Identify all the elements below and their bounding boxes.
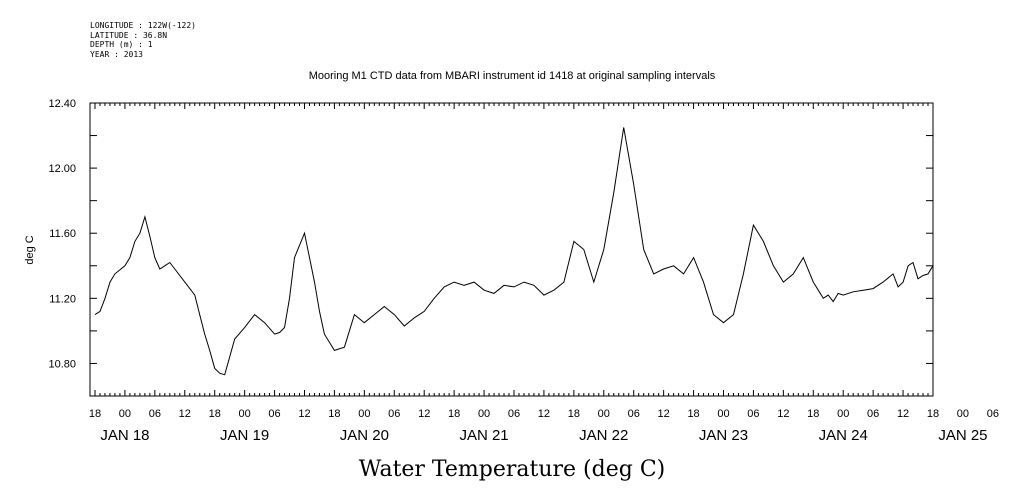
x-day-label: JAN 21 xyxy=(459,427,508,444)
y-axis-label: deg C xyxy=(24,235,36,264)
x-hour-label: 00 xyxy=(119,408,131,420)
x-hour-label: 12 xyxy=(418,408,430,420)
x-day-label: JAN 20 xyxy=(340,427,389,444)
x-hour-label: 18 xyxy=(89,408,101,420)
x-hour-label: 18 xyxy=(209,408,221,420)
x-hour-label: 18 xyxy=(448,408,460,420)
x-day-label: JAN 25 xyxy=(938,427,987,444)
x-axis-label: Water Temperature (deg C) xyxy=(359,457,666,482)
x-hour-label: 00 xyxy=(598,408,610,420)
x-day-label: JAN 19 xyxy=(220,427,269,444)
y-tick-labels: 12.40 12.00 11.60 11.20 10.80 xyxy=(48,98,76,370)
chart-title: Mooring M1 CTD data from MBARI instrumen… xyxy=(309,70,716,82)
x-hour-label: 18 xyxy=(687,408,699,420)
x-hour-label: 12 xyxy=(777,408,789,420)
x-hour-label: 00 xyxy=(957,408,969,420)
y-tick-label: 11.20 xyxy=(49,293,76,305)
x-hour-label: 06 xyxy=(388,408,400,420)
x-hour-label: 06 xyxy=(508,408,520,420)
day-labels: JAN 18 JAN 19 JAN 20 JAN 21 JAN 22 JAN 23 JAN … xyxy=(100,427,987,444)
x-hour-label: 00 xyxy=(478,408,490,420)
x-day-label: JAN 22 xyxy=(579,427,628,444)
axis-ticks xyxy=(89,102,934,397)
x-hour-label: 18 xyxy=(927,408,939,420)
x-day-label: JAN 23 xyxy=(699,427,748,444)
depth-label: DEPTH (m) : 1 xyxy=(90,40,153,49)
water-temperature-line xyxy=(94,127,934,376)
x-hour-label: 06 xyxy=(867,408,879,420)
year-label: YEAR : 2013 xyxy=(90,49,143,59)
x-hour-label: 18 xyxy=(568,408,580,420)
x-hour-label: 12 xyxy=(298,408,310,420)
y-tick-label: 12.00 xyxy=(48,163,76,175)
x-hour-label: 12 xyxy=(179,408,191,420)
longitude-label: LONGITUDE : 122W(-122) xyxy=(90,21,196,30)
x-hour-label: 18 xyxy=(807,408,819,420)
plot-frame xyxy=(89,102,934,397)
x-hour-label: 00 xyxy=(717,408,729,420)
x-hour-label: 18 xyxy=(328,408,340,420)
x-hour-label: 06 xyxy=(747,408,759,420)
x-tick-labels: 18 00 06 12 18 00 06 12 18 00 06 12 18 00 06 12 18 00 06 12… xyxy=(89,408,999,420)
x-hour-label: 12 xyxy=(658,408,670,420)
x-hour-label: 06 xyxy=(268,408,280,420)
y-tick-label: 10.80 xyxy=(48,358,76,370)
x-hour-label: 06 xyxy=(987,408,999,420)
x-hour-label: 00 xyxy=(837,408,849,420)
x-hour-label: 06 xyxy=(149,408,161,420)
x-hour-label: 06 xyxy=(628,408,640,420)
x-hour-label: 12 xyxy=(538,408,550,420)
x-day-label: JAN 18 xyxy=(100,427,149,444)
x-hour-label: 12 xyxy=(897,408,909,420)
x-hour-label: 00 xyxy=(358,408,370,420)
latitude-label: LATITUDE : 36.8N xyxy=(90,30,168,40)
x-day-label: JAN 24 xyxy=(819,427,868,444)
location-metadata: LONGITUDE : 122W(-122) LATITUDE : 36.8N … xyxy=(90,21,196,59)
y-tick-label: 12.40 xyxy=(48,98,76,110)
x-hour-label: 00 xyxy=(239,408,251,420)
y-tick-label: 11.60 xyxy=(49,228,76,240)
